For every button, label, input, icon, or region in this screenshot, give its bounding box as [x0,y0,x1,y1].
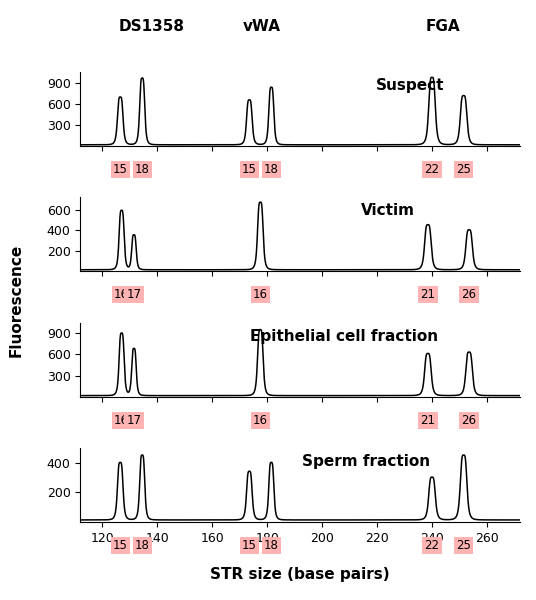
Text: 15: 15 [113,163,128,176]
Text: Sperm fraction: Sperm fraction [302,454,430,469]
Text: Victim: Victim [361,203,415,218]
Text: vWA: vWA [243,19,281,34]
Text: 25: 25 [456,163,471,176]
Text: 25: 25 [456,539,471,552]
Text: 15: 15 [242,539,257,552]
Text: 22: 22 [425,163,440,176]
Text: 26: 26 [461,288,477,301]
Text: 18: 18 [264,163,279,176]
Text: 17: 17 [126,413,142,427]
Text: 18: 18 [264,539,279,552]
Text: 17: 17 [126,288,142,301]
Text: 15: 15 [242,163,257,176]
Text: 16: 16 [114,413,129,427]
Text: STR size (base pairs): STR size (base pairs) [210,567,390,582]
Text: Epithelial cell fraction: Epithelial cell fraction [250,329,438,344]
Text: FGA: FGA [426,19,460,34]
Text: 18: 18 [135,163,150,176]
Text: 21: 21 [420,288,435,301]
Text: 26: 26 [461,413,477,427]
Text: 16: 16 [253,413,268,427]
Text: Suspect: Suspect [376,78,444,93]
Text: Fluorescence: Fluorescence [9,244,24,356]
Text: 18: 18 [135,539,150,552]
Text: DS1358: DS1358 [119,19,185,34]
Text: 22: 22 [425,539,440,552]
Text: 16: 16 [253,288,268,301]
Text: 16: 16 [114,288,129,301]
Text: 21: 21 [420,413,435,427]
Text: 15: 15 [113,539,128,552]
